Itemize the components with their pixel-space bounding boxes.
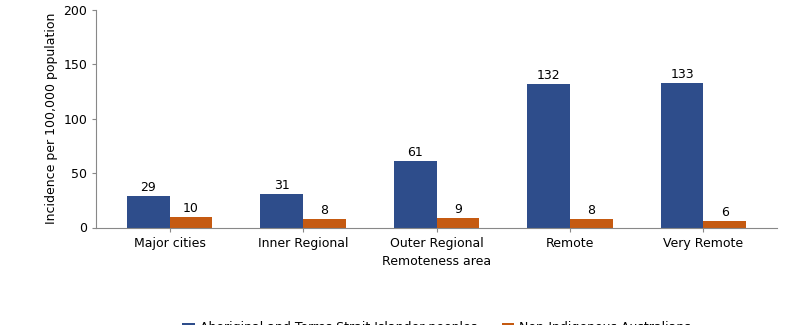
Bar (127, 196, 170, 228)
Bar (661, 83, 703, 228)
Bar (437, 218, 479, 227)
Text: 6: 6 (721, 206, 729, 219)
Bar (527, 84, 570, 228)
Bar (394, 161, 437, 227)
Text: 61: 61 (408, 147, 423, 160)
Text: 9: 9 (454, 203, 462, 216)
X-axis label: Remoteness area: Remoteness area (382, 255, 491, 268)
Bar (260, 194, 303, 228)
Text: 29: 29 (140, 181, 156, 194)
Bar (303, 219, 346, 228)
Bar (170, 216, 212, 228)
Text: 31: 31 (274, 179, 290, 192)
Text: 132: 132 (537, 69, 561, 82)
Bar (703, 221, 746, 228)
Text: 8: 8 (587, 204, 595, 217)
Legend: Aboriginal and Torres Strait Islander peoples, Non-Indigenous Australians: Aboriginal and Torres Strait Islander pe… (177, 317, 696, 325)
Bar (570, 219, 613, 228)
Text: 10: 10 (183, 202, 199, 215)
Y-axis label: Incidence per 100,000 population: Incidence per 100,000 population (45, 13, 58, 224)
Text: 8: 8 (320, 204, 328, 217)
Text: 133: 133 (670, 68, 694, 81)
